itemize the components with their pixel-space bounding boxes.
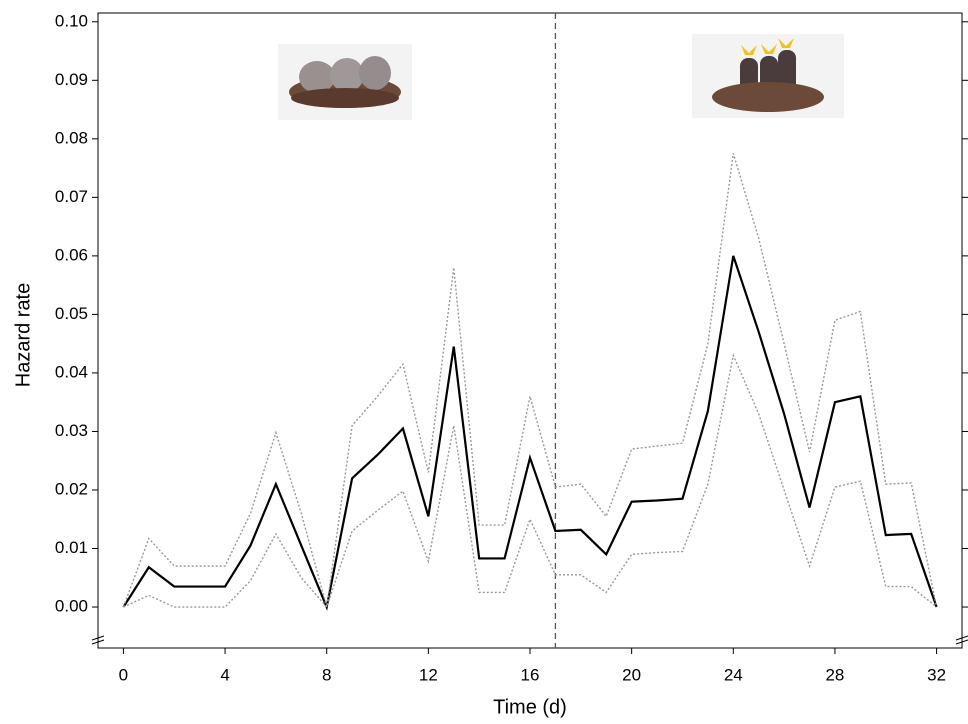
x-tick-label: 12 bbox=[419, 665, 438, 684]
y-tick-label: 0.10 bbox=[55, 11, 88, 30]
y-tick-label: 0.09 bbox=[55, 70, 88, 89]
x-tick-label: 8 bbox=[322, 665, 331, 684]
x-tick-label: 20 bbox=[622, 665, 641, 684]
y-axis-title: Hazard rate bbox=[12, 283, 34, 388]
x-tick-label: 24 bbox=[724, 665, 743, 684]
y-tick-label: 0.01 bbox=[55, 538, 88, 557]
hazard-line bbox=[123, 256, 936, 607]
chart: Time (d) Hazard rate 0.00 0.01 0.02 0.03 0.0… bbox=[0, 0, 968, 724]
x-tick-label: 0 bbox=[119, 665, 128, 684]
confidence-line bbox=[123, 355, 936, 607]
y-tick-label: 0.07 bbox=[55, 187, 88, 206]
x-tick-label: 32 bbox=[927, 665, 946, 684]
y-tick-label: 0.02 bbox=[55, 479, 88, 498]
axis-break bbox=[92, 636, 968, 644]
y-tick-label: 0.06 bbox=[55, 245, 88, 264]
y-tick-label: 0.04 bbox=[55, 362, 88, 381]
x-tick-label: 28 bbox=[825, 665, 844, 684]
confidence-line bbox=[123, 153, 936, 607]
y-tick-label: 0.00 bbox=[55, 597, 88, 616]
y-tick-label: 0.03 bbox=[55, 421, 88, 440]
x-tick-label: 16 bbox=[521, 665, 540, 684]
x-axis-title: Time (d) bbox=[493, 696, 567, 718]
y-tick-label: 0.08 bbox=[55, 128, 88, 147]
y-tick-label: 0.05 bbox=[55, 304, 88, 323]
chick-nest-icon bbox=[692, 34, 844, 118]
x-tick-label: 4 bbox=[220, 665, 229, 684]
egg-nest-icon bbox=[278, 44, 412, 120]
